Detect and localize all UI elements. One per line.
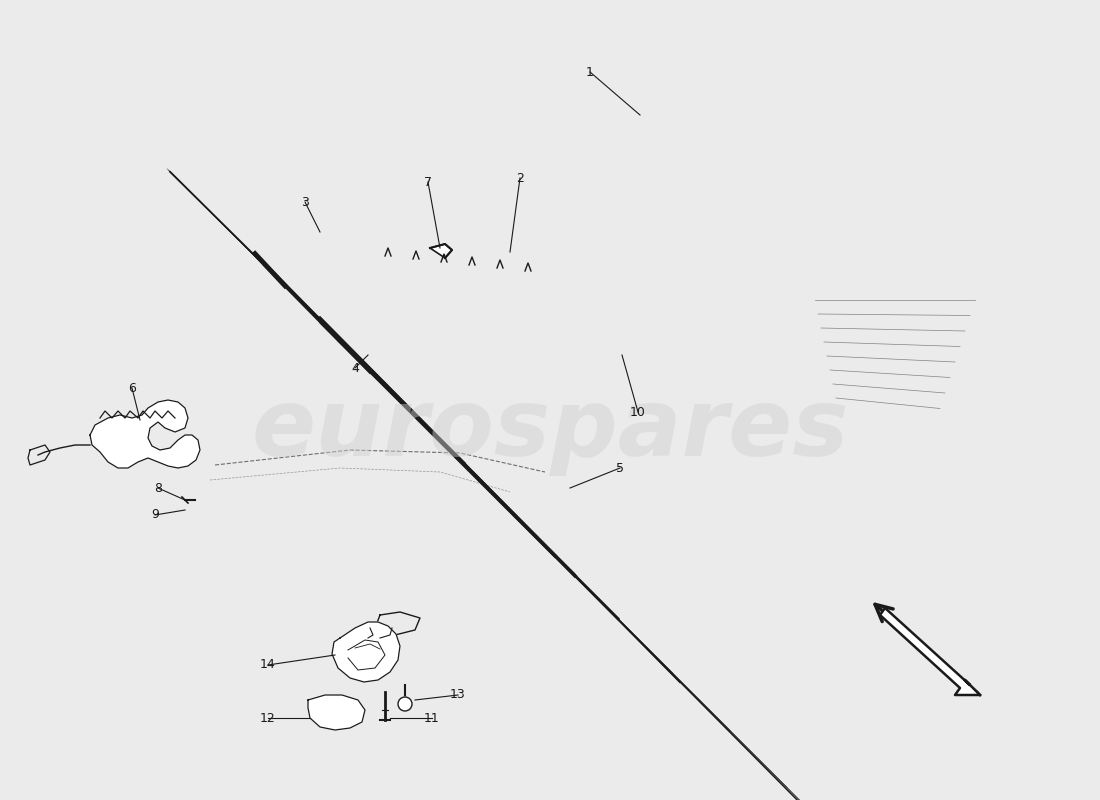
Polygon shape bbox=[332, 622, 400, 682]
Text: 1: 1 bbox=[586, 66, 594, 78]
Circle shape bbox=[398, 697, 412, 711]
Text: 13: 13 bbox=[450, 689, 466, 702]
Polygon shape bbox=[90, 400, 200, 468]
Polygon shape bbox=[430, 244, 452, 258]
Text: 2: 2 bbox=[516, 171, 524, 185]
Text: 14: 14 bbox=[260, 658, 276, 671]
Text: 9: 9 bbox=[151, 509, 158, 522]
Text: 6: 6 bbox=[128, 382, 136, 394]
Text: 11: 11 bbox=[425, 711, 440, 725]
Text: 4: 4 bbox=[351, 362, 359, 374]
Text: 10: 10 bbox=[630, 406, 646, 418]
Text: 12: 12 bbox=[260, 711, 276, 725]
Text: 7: 7 bbox=[424, 175, 432, 189]
Text: 5: 5 bbox=[616, 462, 624, 474]
Text: 3: 3 bbox=[301, 195, 309, 209]
Polygon shape bbox=[308, 695, 365, 730]
Text: 8: 8 bbox=[154, 482, 162, 494]
Text: eurospares: eurospares bbox=[251, 384, 849, 476]
Polygon shape bbox=[880, 608, 980, 695]
